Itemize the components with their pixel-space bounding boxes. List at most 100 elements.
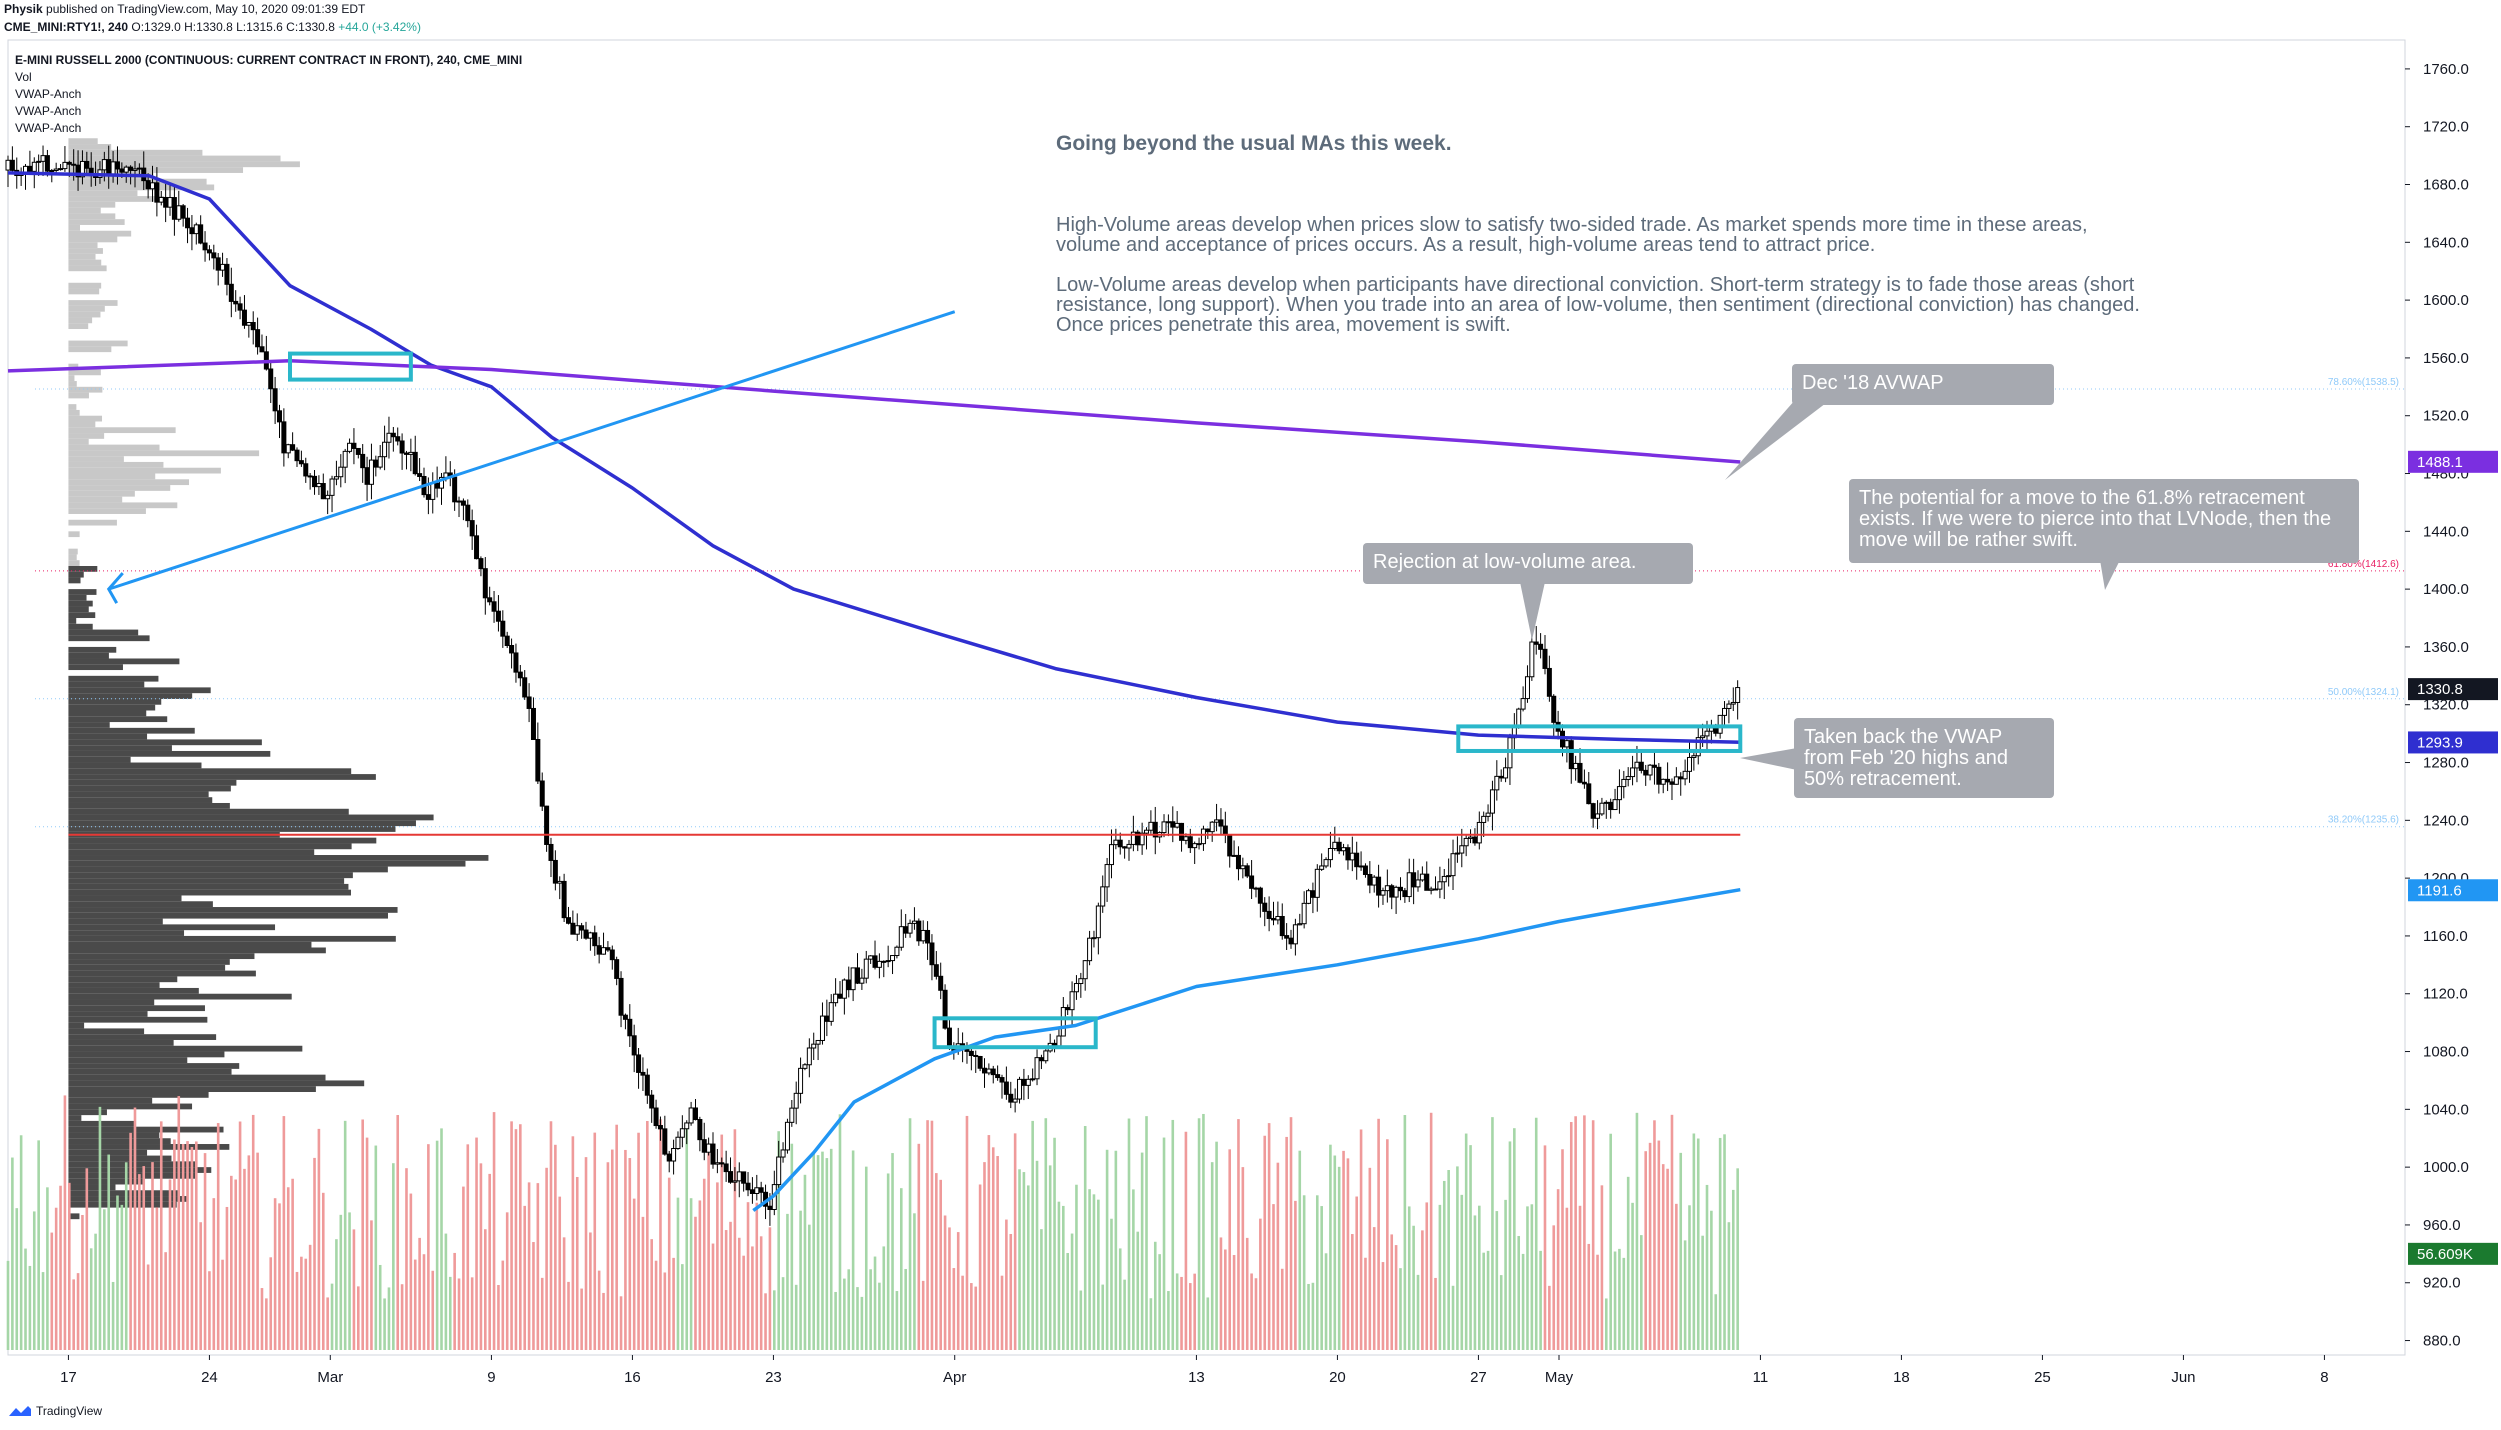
candle-body	[1060, 1007, 1066, 1037]
annotation-low-volume: Low-Volume areas develop when participan…	[1056, 274, 2140, 336]
candle-body	[1336, 841, 1342, 852]
candle-body	[1227, 834, 1233, 857]
volume-bar	[702, 1178, 706, 1350]
profile-bar	[68, 375, 75, 382]
candle-body	[382, 441, 388, 458]
candle-body	[351, 442, 357, 449]
candle-body	[1708, 727, 1714, 732]
candle-body	[565, 917, 571, 924]
volume-bar	[1351, 1234, 1354, 1350]
candle-body	[513, 652, 519, 673]
volume-bar	[94, 1233, 97, 1350]
candle-body	[1638, 761, 1644, 771]
volume-bar	[146, 1264, 150, 1350]
legend-vwap-2[interactable]: VWAP-Anch	[15, 104, 82, 118]
candle-body	[714, 1162, 720, 1165]
volume-bar	[689, 1198, 693, 1350]
volume-bar	[1114, 1150, 1118, 1350]
volume-bar	[1044, 1118, 1048, 1350]
profile-bar	[68, 438, 89, 445]
candle-body	[1665, 778, 1671, 783]
publisher-name[interactable]: Physik	[4, 2, 43, 16]
price-tag-label: 56.609K	[2417, 1246, 2473, 1263]
volume-bar	[1377, 1118, 1380, 1350]
volume-bar	[11, 1157, 14, 1350]
candle-body	[342, 450, 348, 468]
volume-bar	[1040, 1229, 1043, 1350]
candle-body	[728, 1171, 734, 1183]
candle-body	[220, 263, 226, 271]
y-tick-label: 1400.0	[2423, 581, 2469, 598]
volume-bar	[532, 1242, 535, 1350]
volume-bar	[571, 1136, 575, 1350]
legend-vwap-3[interactable]: VWAP-Anch	[15, 121, 82, 135]
volume-bar	[1337, 1166, 1341, 1350]
volume-bar	[151, 1162, 154, 1350]
volume-bar	[698, 1200, 702, 1350]
candle-body	[1551, 695, 1557, 723]
candle-body	[386, 432, 392, 443]
volume-bar	[1675, 1203, 1678, 1350]
volume-bar	[313, 1157, 316, 1350]
volume-bar	[1053, 1137, 1056, 1350]
profile-bar	[68, 577, 81, 584]
volume-bar	[1237, 1119, 1240, 1350]
volume-bar	[238, 1121, 242, 1350]
volume-bar	[234, 1179, 238, 1350]
volume-bar	[1062, 1205, 1065, 1350]
profile-bar	[68, 1109, 107, 1116]
axes[interactable]: 880.0 920.0 960.0 1000.0 1040.0 1080.0 1120.0 1…	[60, 61, 2498, 1386]
candle-body	[40, 155, 46, 162]
volume-bar	[138, 1174, 141, 1350]
fib-label: 61.80%(1412.6)	[2328, 559, 2399, 570]
footer-brand[interactable]: TradingView	[8, 1404, 102, 1418]
volume-bar	[497, 1285, 500, 1350]
candle-body	[171, 197, 177, 220]
vwap-line-2	[7, 359, 1741, 464]
volume-bar	[1320, 1206, 1323, 1350]
profile-bar	[68, 594, 87, 601]
candle-body	[1200, 828, 1206, 845]
volume-bar	[1666, 1168, 1669, 1350]
volume-bar	[265, 1298, 268, 1350]
candle-body	[666, 1153, 672, 1162]
volume-bar	[317, 1128, 321, 1350]
candle-body	[1476, 821, 1482, 844]
candle-body	[281, 421, 287, 454]
candle-body	[552, 859, 558, 884]
profile-bar	[68, 1045, 303, 1052]
candles	[5, 145, 1741, 1226]
candle-body	[132, 168, 138, 171]
volume-bar	[1600, 1185, 1604, 1350]
volume-bar	[256, 1152, 259, 1350]
volume-bar	[186, 1141, 189, 1350]
volume-bar	[1692, 1133, 1696, 1350]
volume-bar	[1486, 1250, 1490, 1350]
legend-vwap-1[interactable]: VWAP-Anch	[15, 87, 82, 101]
profile-bar	[68, 883, 349, 890]
candle-body	[1095, 905, 1101, 939]
volume-bar	[286, 1187, 290, 1350]
volume-bar	[357, 1286, 360, 1350]
y-tick-label: 1600.0	[2423, 292, 2469, 309]
candle-body	[1498, 775, 1504, 779]
x-tick-label: 8	[2320, 1369, 2328, 1386]
candle-body	[27, 165, 33, 172]
profile-bar	[68, 409, 80, 416]
volume-bar	[1438, 1204, 1442, 1350]
candle-body	[679, 1128, 685, 1138]
legend-vol[interactable]: Vol	[15, 70, 32, 84]
profile-bar	[68, 889, 351, 896]
candle-body	[1144, 829, 1150, 834]
candle-body	[929, 942, 935, 966]
candle-body	[850, 967, 856, 991]
candle-body	[1564, 740, 1570, 748]
volume-bar	[917, 1143, 921, 1350]
y-tick-label: 1680.0	[2423, 177, 2469, 194]
volume-bar	[619, 1296, 623, 1350]
candle-body	[876, 960, 882, 968]
profile-bar	[68, 479, 190, 486]
volume-bar	[1504, 1199, 1507, 1350]
volume-bar	[321, 1192, 325, 1350]
